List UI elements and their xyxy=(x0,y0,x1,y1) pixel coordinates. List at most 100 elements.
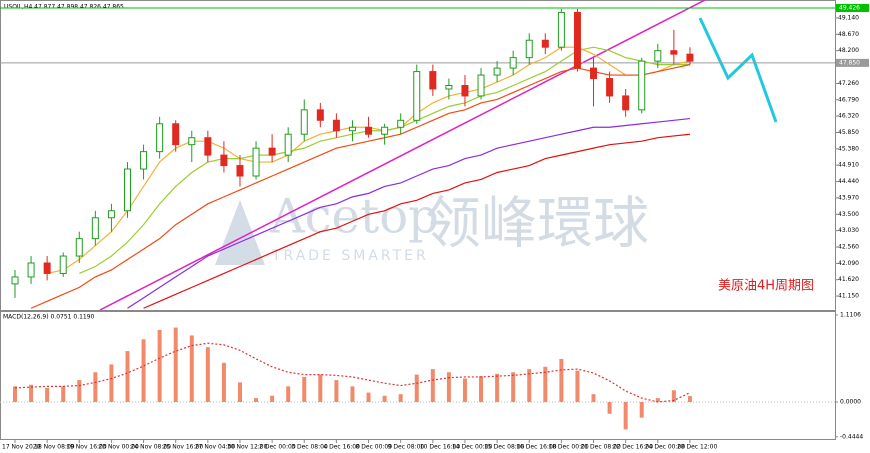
x-tick-label: 14 Dec 00:00 xyxy=(452,444,493,451)
candle-body xyxy=(348,126,356,132)
candle-body xyxy=(252,147,260,177)
macd-bar xyxy=(334,380,339,403)
macd-bar xyxy=(77,380,82,403)
y-tick-label: 43.970 xyxy=(838,194,859,201)
macd-bar xyxy=(495,373,500,403)
macd-bar xyxy=(575,370,580,403)
x-tick-label: 10 Dec 16:00 xyxy=(420,444,461,451)
candle-body xyxy=(654,50,662,62)
y-tick-label: 48.200 xyxy=(838,47,859,54)
moving-average xyxy=(30,64,691,309)
y-tick-label: 45.850 xyxy=(838,129,859,136)
macd-bar xyxy=(286,386,291,403)
macd-bar xyxy=(173,327,178,403)
trend-line xyxy=(99,0,706,311)
candle-body xyxy=(413,71,421,121)
candle-body xyxy=(397,119,405,128)
watermark-brand: Acetop xyxy=(269,189,439,245)
candle-body xyxy=(573,11,581,69)
macd-bar xyxy=(687,396,692,403)
candle-body xyxy=(75,238,83,257)
candle-body xyxy=(525,39,533,59)
level-label: 47.850 xyxy=(839,59,860,66)
x-tick-label: 17 Nov 2020 xyxy=(2,444,41,451)
x-tick-label: 25 Nov 16:00 xyxy=(163,444,204,451)
x-tick-label: 3 Dec 08:00 xyxy=(291,444,328,451)
annotation: 美原油4H周期图 xyxy=(718,279,814,294)
macd-bar xyxy=(591,394,596,403)
macd-bar xyxy=(559,358,564,403)
macd-bar xyxy=(205,347,210,403)
macd-bar xyxy=(221,362,226,403)
macd-bar xyxy=(302,376,307,403)
macd-frame xyxy=(0,311,836,440)
candle-body xyxy=(123,168,131,212)
macd-bar xyxy=(109,364,114,403)
x-tick-label: 21 Dec 08:00 xyxy=(581,444,622,451)
candle-body xyxy=(43,262,51,274)
macd-bar xyxy=(350,386,355,403)
y-tick-label: 49.140 xyxy=(838,14,859,21)
macd-bar xyxy=(61,386,66,403)
macd-bar xyxy=(45,387,50,403)
level-tag xyxy=(836,58,869,67)
candle-body xyxy=(236,165,244,177)
macd-bar xyxy=(318,374,323,403)
macd-bar xyxy=(125,351,130,403)
x-tick-label: 4 Dec 16:00 xyxy=(323,444,360,451)
candle-body xyxy=(670,50,678,55)
watermark-logo xyxy=(215,200,265,265)
y-tick-label: 41.150 xyxy=(838,293,859,300)
macd-bar xyxy=(157,329,162,403)
macd-bar xyxy=(655,398,660,403)
candle-body xyxy=(59,255,67,274)
x-tick-label: 16 Dec 16:00 xyxy=(516,444,557,451)
candle-body xyxy=(590,67,598,80)
macd-bar xyxy=(270,395,275,403)
y-tick-label: -0.4444 xyxy=(840,433,863,440)
macd-bar xyxy=(366,392,371,403)
x-tick-label: 22 Dec 16:00 xyxy=(613,444,654,451)
y-tick-label: 46.320 xyxy=(838,113,859,120)
candle-body xyxy=(381,126,389,135)
y-tick-label: 44.440 xyxy=(838,178,859,185)
macd-bar xyxy=(446,372,451,403)
x-tick-label: 30 Nov 12:00 xyxy=(227,444,268,451)
x-tick-label: 23 Nov 00:00 xyxy=(98,444,139,451)
x-tick-label: 24 Nov 08:00 xyxy=(131,444,172,451)
level-tag xyxy=(836,4,869,13)
projection-arrow xyxy=(698,17,778,123)
main-frame xyxy=(0,0,836,311)
candle-body xyxy=(188,137,196,146)
candle-body xyxy=(332,119,340,132)
candle-body xyxy=(27,262,35,278)
x-tick-label: 2 Dec 00:00 xyxy=(259,444,296,451)
candle-body xyxy=(686,53,694,62)
moving-average xyxy=(143,133,691,309)
candle-body xyxy=(172,123,180,146)
watermark: Acetop 领峰環球 TRADE SMARTER xyxy=(215,189,649,265)
y-tick-label: 1.1106 xyxy=(840,312,861,319)
y-tick-label: 46.790 xyxy=(838,96,859,103)
x-tick-label: 19 Nov 16:00 xyxy=(66,444,107,451)
candle-body xyxy=(91,217,99,240)
candle-body xyxy=(284,133,292,156)
macd-bar xyxy=(254,398,259,403)
candle-body xyxy=(300,109,308,135)
candle-body xyxy=(606,78,614,97)
candle-body xyxy=(107,210,115,219)
macd-bar xyxy=(189,335,194,403)
header: USOIL,H4 47.877 47.898 47.826 47.865 xyxy=(4,4,124,11)
macd-bar xyxy=(511,372,516,403)
macd-bar xyxy=(414,374,419,403)
candle-body xyxy=(316,109,324,121)
y-tick-label: 42.090 xyxy=(838,260,859,267)
macd-bar xyxy=(462,378,467,403)
moving-average xyxy=(127,117,691,309)
candle-body xyxy=(509,57,517,69)
y-tick-label: 42.560 xyxy=(838,243,859,250)
macd-bar xyxy=(141,339,146,403)
y-tick-label: 43.500 xyxy=(838,211,859,218)
candle-body xyxy=(622,95,630,111)
